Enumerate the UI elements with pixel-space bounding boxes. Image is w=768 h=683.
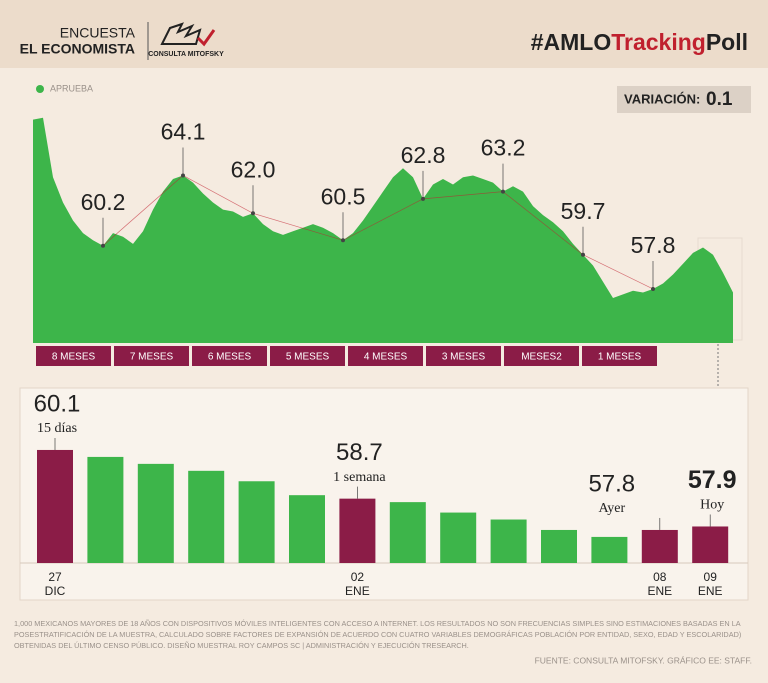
period-band <box>192 346 267 366</box>
bar-sublabel: Hoy <box>700 498 724 513</box>
x-tick-label: ENE <box>698 584 723 598</box>
area <box>33 117 733 343</box>
bar <box>87 456 124 563</box>
x-tick-label: 27 <box>48 570 62 584</box>
annotation-dot <box>341 238 345 243</box>
bar-sublabel: Ayer <box>598 501 625 516</box>
bar-value-label: 57.8 <box>588 470 635 497</box>
annotation-label: 62.0 <box>231 156 276 182</box>
annotation-dot <box>651 286 655 291</box>
period-label: 8 MESES <box>52 352 96 363</box>
brand-top: ENCUESTA <box>60 25 136 41</box>
period-label: 4 MESES <box>364 352 408 363</box>
period-band <box>582 346 657 366</box>
bar <box>389 502 426 563</box>
period-label: 1 MESES <box>598 352 642 363</box>
bar <box>440 512 477 563</box>
footer-source: FUENTE: CONSULTA MITOFSKY. GRÁFICO EE: S… <box>535 655 752 665</box>
legend-swatch <box>36 85 44 93</box>
bar <box>692 526 729 563</box>
x-tick-label: 09 <box>704 570 718 584</box>
bar-value-label: 57.9 <box>688 466 737 494</box>
bar <box>37 449 73 563</box>
x-tick-label: 08 <box>653 570 667 584</box>
hashtag-part: Tracking <box>611 29 706 55</box>
period-band <box>114 346 189 366</box>
logo-text: CONSULTA MITOFSKY <box>148 51 224 58</box>
bar-value-label: 60.1 <box>34 390 81 417</box>
annotation-dot <box>101 243 105 248</box>
variation-value: 0.1 <box>706 89 733 110</box>
annotation-trend <box>102 175 654 290</box>
x-tick-label: 02 <box>351 570 365 584</box>
annotation-dot <box>251 211 255 216</box>
annotation-dot <box>501 189 505 194</box>
period-label: MESES2 <box>521 352 562 363</box>
logo: CONSULTA MITOFSKY <box>148 22 224 58</box>
annotation-label: 60.5 <box>321 183 366 209</box>
variation-box <box>617 86 751 113</box>
x-tick-label: DIC <box>45 584 66 598</box>
period-band <box>270 346 345 366</box>
legend-label: APRUEBA <box>50 83 93 93</box>
bar-sublabel: 15 días <box>37 421 77 436</box>
period-label: 5 MESES <box>286 352 330 363</box>
period-label: 3 MESES <box>442 352 486 363</box>
bar <box>591 536 628 563</box>
annotation-label: 62.8 <box>401 142 446 168</box>
annotation-label: 64.1 <box>161 119 206 145</box>
period-label: 7 MESES <box>130 352 174 363</box>
variation-label: VARIACIÓN: <box>624 91 700 106</box>
bar <box>490 519 527 563</box>
bar-panel <box>19 387 749 601</box>
hashtag-part: Poll <box>706 29 748 55</box>
period-band <box>426 346 501 366</box>
annotation-label: 57.8 <box>631 232 676 258</box>
annotation-dot <box>421 196 425 201</box>
annotation-label: 59.7 <box>561 198 606 224</box>
brand: EL ECONOMISTA <box>20 41 135 57</box>
bar <box>339 498 376 563</box>
bar <box>641 529 678 563</box>
bar <box>188 470 225 563</box>
annotation-label: 60.2 <box>81 189 126 215</box>
bar <box>541 529 577 563</box>
bar <box>238 481 275 563</box>
bar <box>137 463 174 563</box>
bar-sublabel: 1 semana <box>333 470 386 485</box>
x-tick-label: ENE <box>647 584 672 598</box>
period-band <box>504 346 579 366</box>
bar-value-label: 58.7 <box>336 439 383 466</box>
header-band <box>0 0 768 68</box>
hashtag-part: #AMLO <box>531 29 612 55</box>
annotation-dot <box>181 173 185 178</box>
period-band <box>348 346 423 366</box>
annotation-dot <box>581 252 585 257</box>
footer-note: 1,000 MEXICANOS MAYORES DE 18 AÑOS CON D… <box>14 619 741 628</box>
period-label: 6 MESES <box>208 352 252 363</box>
x-tick-label: ENE <box>345 584 370 598</box>
annotation-label: 63.2 <box>481 135 526 161</box>
period-band <box>36 346 111 366</box>
footer-note: OBTENIDAS DEL ÚLTIMO CENSO PÚBLICO. DISE… <box>14 641 469 650</box>
footer-note: POSESTRATIFICACIÓN DE LA MUESTRA, CALCUL… <box>14 630 741 639</box>
hashtag: #AMLOTrackingPoll <box>531 29 748 55</box>
bar <box>289 495 325 563</box>
